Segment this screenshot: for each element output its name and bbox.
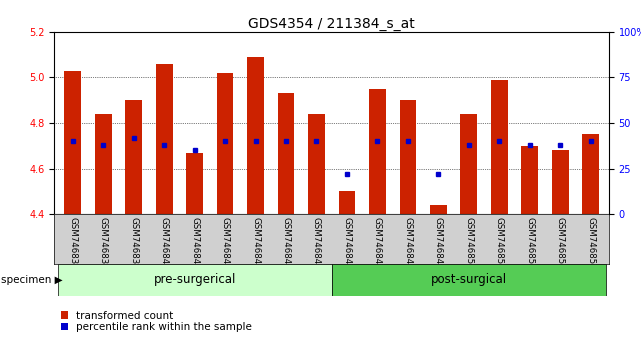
- Bar: [332, 264, 606, 296]
- Legend: transformed count, percentile rank within the sample: transformed count, percentile rank withi…: [60, 310, 253, 333]
- Text: GSM746837: GSM746837: [68, 217, 78, 269]
- Bar: [156, 64, 172, 214]
- Text: GSM746851: GSM746851: [495, 217, 504, 269]
- Bar: [308, 114, 325, 214]
- Bar: [552, 150, 569, 214]
- Bar: [58, 264, 331, 296]
- Bar: [582, 135, 599, 214]
- Text: pre-surgerical: pre-surgerical: [153, 273, 236, 286]
- Text: GSM746842: GSM746842: [221, 217, 229, 269]
- Bar: [369, 89, 386, 214]
- Bar: [338, 192, 355, 214]
- Text: GSM746847: GSM746847: [373, 217, 382, 269]
- Text: GSM746854: GSM746854: [586, 217, 595, 269]
- Bar: [430, 205, 447, 214]
- Bar: [64, 70, 81, 214]
- Text: GSM746838: GSM746838: [99, 217, 108, 269]
- Text: specimen ▶: specimen ▶: [1, 275, 63, 285]
- Text: GSM746845: GSM746845: [312, 217, 321, 269]
- Text: GSM746839: GSM746839: [129, 217, 138, 269]
- Title: GDS4354 / 211384_s_at: GDS4354 / 211384_s_at: [248, 17, 415, 31]
- Text: GSM746853: GSM746853: [556, 217, 565, 269]
- Bar: [491, 80, 508, 214]
- Bar: [217, 73, 233, 214]
- Text: GSM746852: GSM746852: [525, 217, 534, 269]
- Bar: [521, 146, 538, 214]
- Bar: [126, 100, 142, 214]
- Text: GSM746846: GSM746846: [342, 217, 351, 269]
- Bar: [247, 57, 264, 214]
- Text: GSM746848: GSM746848: [403, 217, 412, 269]
- Text: post-surgical: post-surgical: [431, 273, 507, 286]
- Text: GSM746844: GSM746844: [281, 217, 290, 269]
- Bar: [187, 153, 203, 214]
- Text: GSM746850: GSM746850: [464, 217, 473, 269]
- Bar: [399, 100, 416, 214]
- Text: GSM746840: GSM746840: [160, 217, 169, 269]
- Bar: [95, 114, 112, 214]
- Bar: [278, 93, 294, 214]
- Text: GSM746841: GSM746841: [190, 217, 199, 269]
- Text: GSM746849: GSM746849: [434, 217, 443, 269]
- Text: GSM746843: GSM746843: [251, 217, 260, 269]
- Bar: [460, 114, 477, 214]
